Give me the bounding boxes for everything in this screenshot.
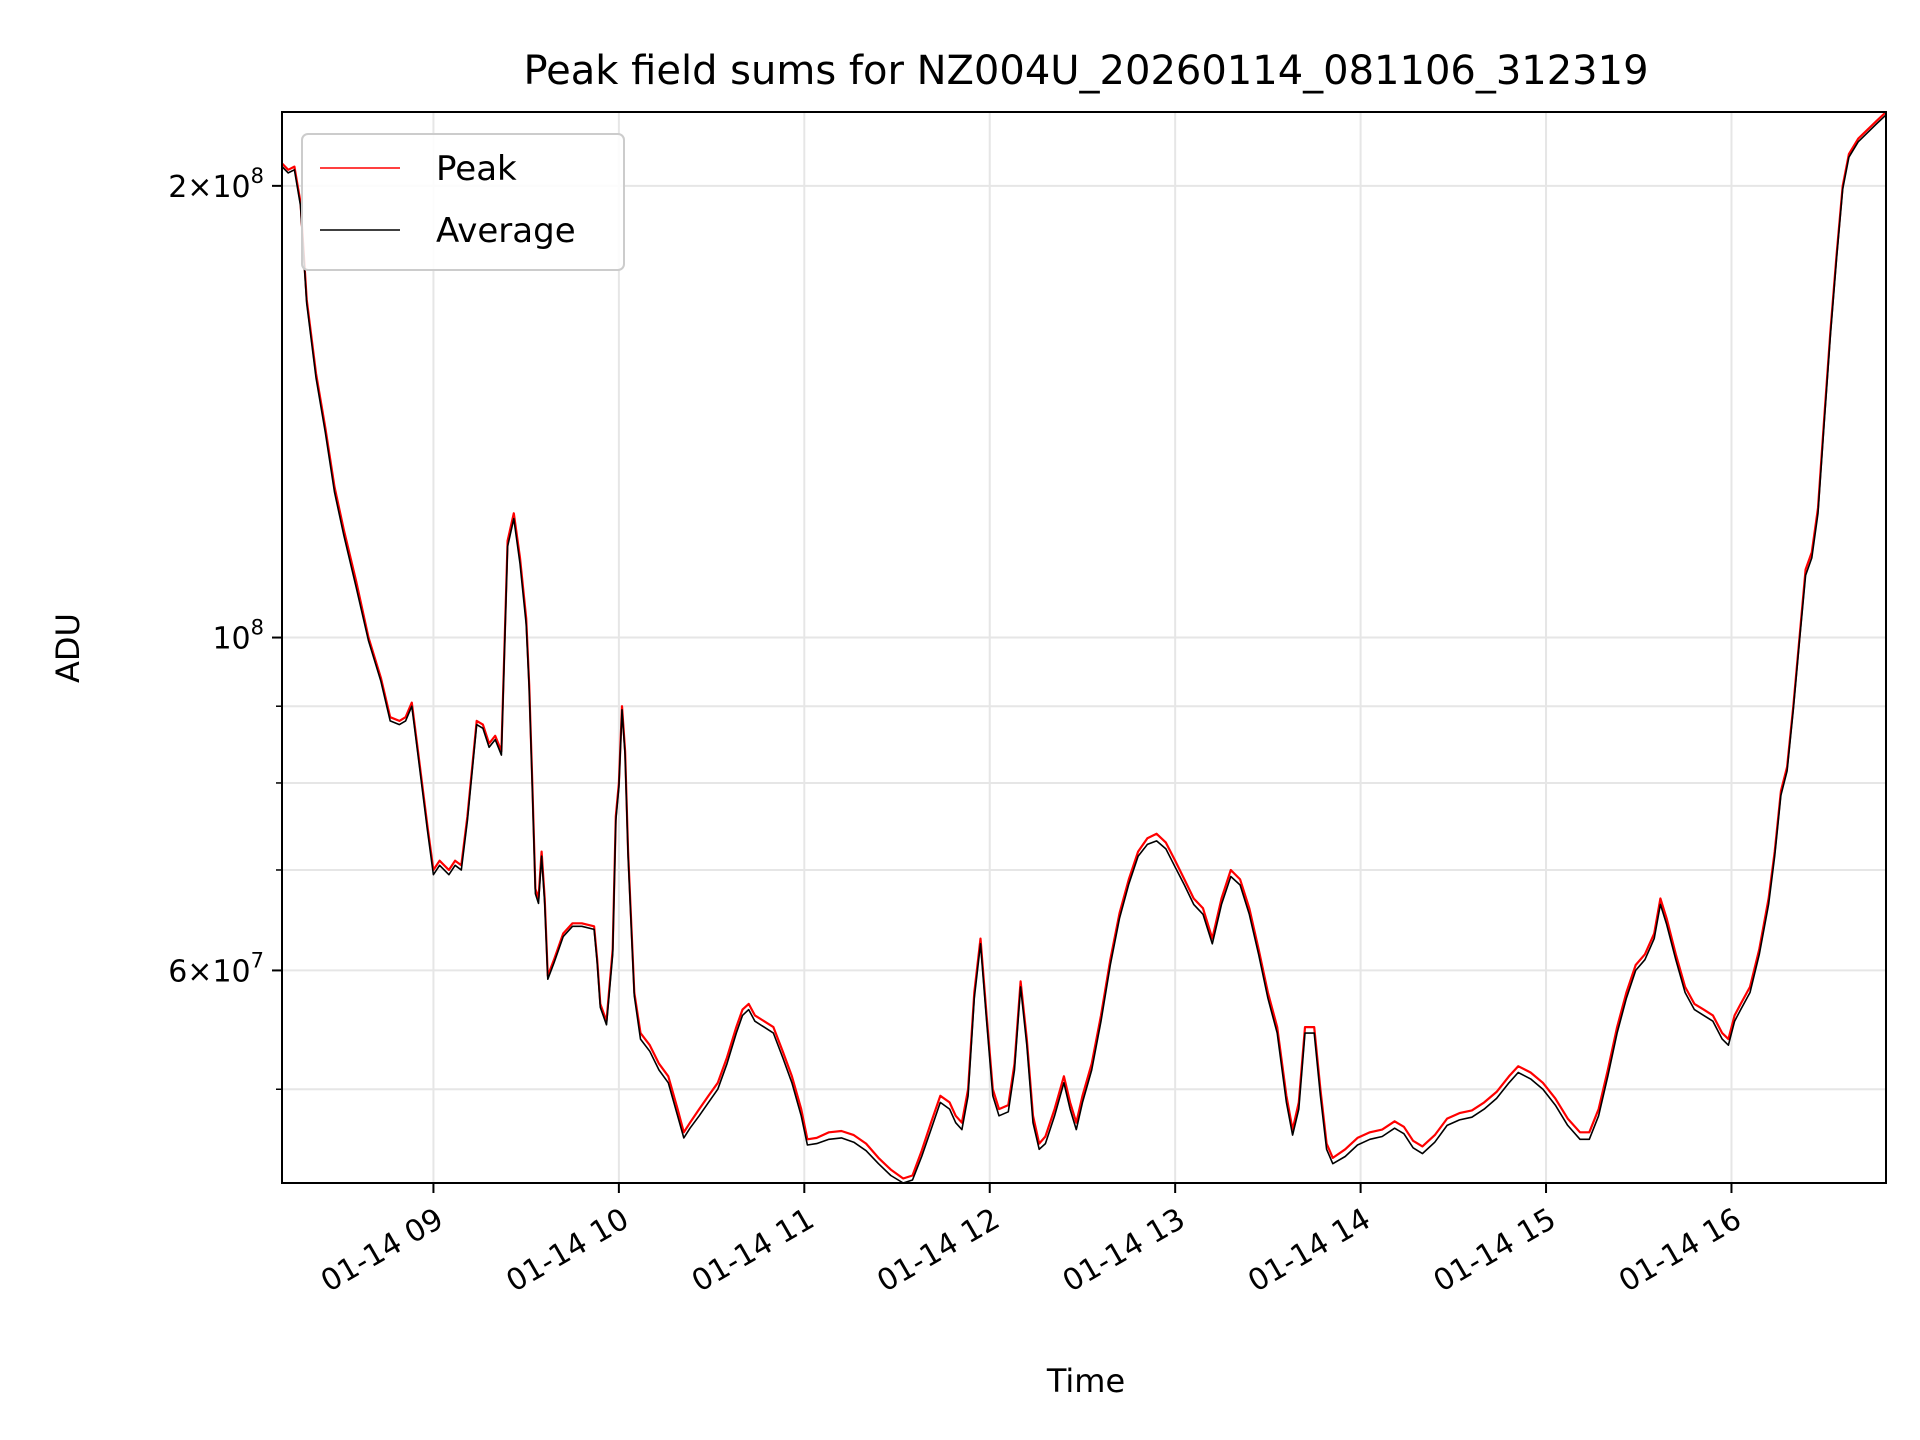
y-tick-label: 2×108 — [168, 164, 264, 205]
chart-title: Peak field sums for NZ004U_20260114_0811… — [523, 48, 1648, 94]
series-line-average — [281, 114, 1887, 1184]
y-tick-label: 6×107 — [168, 948, 264, 989]
legend: Peak Average — [301, 133, 625, 271]
legend-label-peak: Peak — [436, 149, 517, 189]
y-axis: 2×108 108 6×107 — [168, 164, 282, 1090]
grid — [282, 112, 1886, 1183]
y-axis-label: ADU — [49, 613, 87, 683]
legend-label-average: Average — [436, 211, 576, 251]
y-tick-label: 108 — [212, 616, 264, 657]
x-axis-label: Time — [1046, 1362, 1125, 1400]
plot-lines — [281, 111, 1887, 1184]
plot-frame — [281, 111, 1887, 1184]
